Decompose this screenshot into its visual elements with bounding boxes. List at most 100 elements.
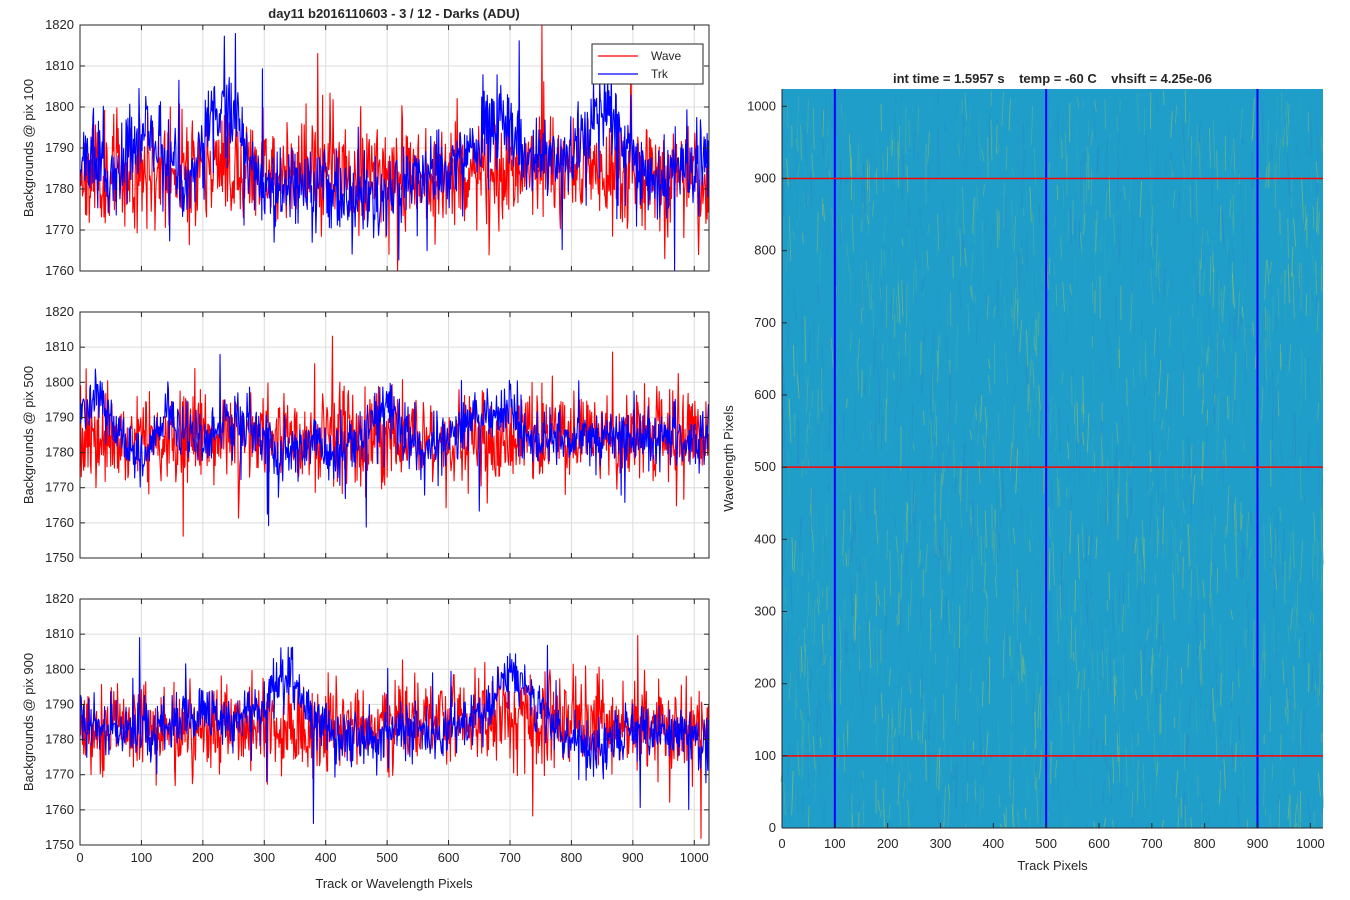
- heatmap-streak: [1252, 97, 1255, 140]
- heatmap-streak: [938, 723, 941, 737]
- heatmap-streak: [1087, 320, 1089, 369]
- y-tick-label: 1770: [45, 767, 74, 782]
- heatmap-streak: [1167, 315, 1171, 325]
- heatmap-streak: [1183, 490, 1186, 504]
- heatmap-streak: [1147, 659, 1150, 687]
- heatmap-background: [782, 89, 1323, 828]
- heatmap-streak: [853, 712, 856, 743]
- heatmap-streak: [1081, 522, 1084, 559]
- x-tick-label: 200: [192, 850, 214, 865]
- heatmap-streak: [1067, 421, 1070, 445]
- y-tick-label: 1760: [45, 515, 74, 530]
- heatmap-streak: [1046, 400, 1050, 414]
- heatmap-streak: [865, 592, 868, 614]
- heatmap-streak: [1036, 313, 1039, 350]
- heatmap-streak: [1025, 181, 1028, 210]
- heatmap-streak: [1065, 345, 1068, 389]
- heatmap-streak: [1247, 680, 1250, 707]
- heatmap-streak: [930, 447, 934, 462]
- heatmap-streak: [1313, 274, 1317, 300]
- heatmap-streak: [1287, 698, 1289, 724]
- heatmap-streak: [1019, 320, 1023, 353]
- heatmap-streak: [1220, 672, 1222, 706]
- heatmap-streak: [820, 420, 823, 465]
- heatmap-streak: [814, 763, 817, 798]
- heatmap-streak: [989, 712, 991, 725]
- heatmap-streak: [886, 763, 889, 775]
- heatmap-streak: [882, 788, 886, 829]
- heatmap-streak: [822, 140, 825, 159]
- heatmap-streak: [935, 762, 937, 807]
- heatmap-streak: [877, 594, 881, 607]
- heatmap-streak: [1082, 152, 1085, 178]
- heatmap-streak: [1286, 155, 1289, 189]
- heatmap-streak: [1056, 424, 1060, 471]
- heatmap-streak: [874, 409, 877, 447]
- heatmap-streak: [1245, 599, 1247, 621]
- heatmap-streak: [1084, 778, 1087, 815]
- heatmap-streak: [877, 641, 880, 660]
- heatmap-streak: [912, 441, 915, 452]
- heatmap-streak: [1277, 289, 1280, 319]
- heatmap-streak: [1194, 599, 1198, 627]
- heatmap-streak: [857, 486, 860, 515]
- heatmap-streak: [1093, 107, 1096, 140]
- heatmap-streak: [1131, 790, 1134, 818]
- heatmap-streak: [939, 795, 942, 812]
- heatmap-streak: [1298, 813, 1301, 826]
- heatmap-streak: [1170, 267, 1172, 311]
- heatmap-streak: [985, 590, 988, 599]
- heatmap-streak: [995, 532, 997, 579]
- heatmap-streak: [1084, 151, 1087, 179]
- heatmap-streak: [1297, 797, 1300, 828]
- heatmap-streak: [1109, 508, 1112, 537]
- heatmap-streak: [922, 251, 924, 299]
- heatmap-streak: [1172, 687, 1174, 705]
- heatmap-streak: [962, 134, 965, 167]
- heatmap-streak: [891, 351, 894, 377]
- heatmap-streak: [934, 472, 936, 508]
- heatmap-streak: [933, 401, 937, 436]
- heatmap-streak: [1227, 160, 1230, 171]
- heatmap-streak: [1154, 492, 1158, 522]
- heatmap-streak: [1196, 241, 1198, 262]
- heatmap-streak: [1310, 290, 1314, 301]
- heatmap-streak: [790, 575, 793, 614]
- heatmap-streak: [1221, 210, 1225, 248]
- heatmap-streak: [1263, 768, 1265, 807]
- heatmap-streak: [1295, 602, 1299, 632]
- heatmap-streak: [1156, 382, 1158, 402]
- heatmap-streak: [1224, 807, 1228, 829]
- heatmap-streak: [1269, 673, 1272, 704]
- heatmap-streak: [845, 552, 848, 567]
- heatmap-streak: [1241, 306, 1244, 319]
- heatmap-streak: [919, 472, 922, 483]
- heatmap-streak: [935, 431, 938, 446]
- heatmap-streak: [1163, 424, 1166, 433]
- heatmap-title: int time = 1.5957 s temp = -60 C vhsift …: [893, 71, 1212, 86]
- heatmap-streak: [1016, 643, 1019, 653]
- heatmap-streak: [1121, 504, 1124, 553]
- heatmap-streak: [803, 128, 807, 159]
- y-axis-label: Backgrounds @ pix 900: [21, 653, 36, 791]
- heatmap-streak: [1151, 647, 1153, 694]
- heatmap-streak: [958, 647, 961, 691]
- heatmap-streak: [1249, 93, 1252, 115]
- heatmap-streak: [1062, 281, 1065, 312]
- heatmap-streak: [1252, 186, 1255, 235]
- heatmap-streak: [812, 107, 815, 151]
- heatmap-streak: [1273, 566, 1276, 614]
- heatmap-streak: [822, 781, 825, 825]
- heatmap-streak: [820, 114, 823, 142]
- heatmap-streak: [946, 528, 949, 574]
- heatmap-streak: [876, 342, 879, 386]
- heatmap-streak: [1114, 161, 1117, 191]
- heatmap-streak: [1278, 137, 1281, 181]
- heatmap-streak: [1099, 239, 1102, 253]
- x-tick-label: 900: [622, 850, 644, 865]
- heatmap-streak: [949, 360, 951, 375]
- heatmap-streak: [1205, 703, 1209, 739]
- heatmap-streak: [1176, 298, 1180, 323]
- heatmap-streak: [1150, 248, 1154, 286]
- heatmap-streak: [1275, 130, 1278, 152]
